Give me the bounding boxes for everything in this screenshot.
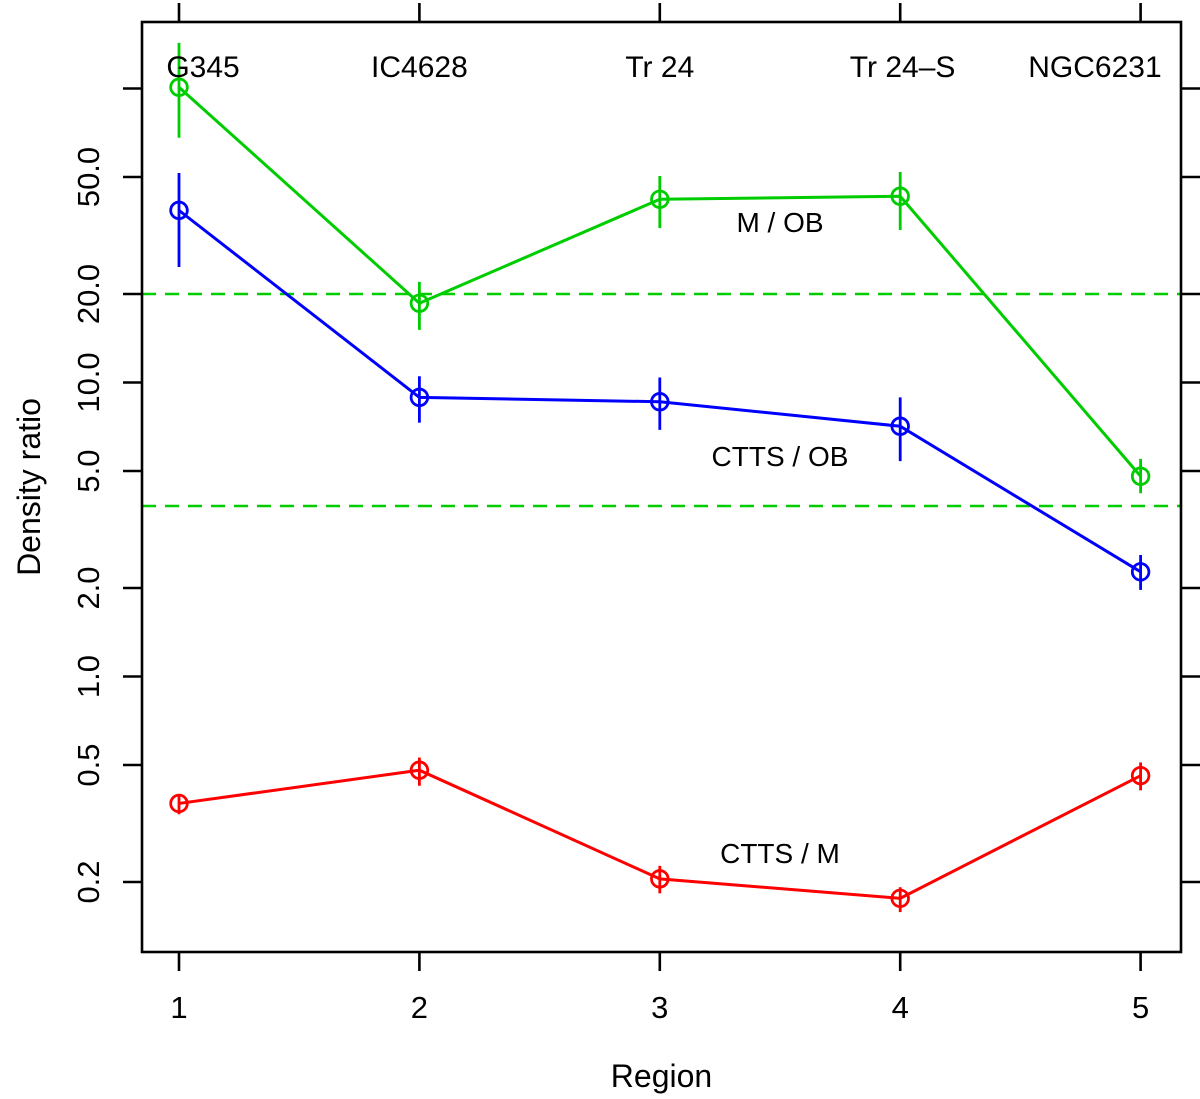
- y-tick-label: 0.5: [71, 743, 106, 786]
- data-point: [1130, 765, 1151, 786]
- region-label-3: Tr 24: [625, 51, 694, 84]
- series-label-2: CTTS / OB: [712, 441, 849, 472]
- x-axis-title: Region: [611, 1058, 712, 1094]
- y-tick-label: 5.0: [71, 449, 106, 492]
- data-point: [650, 869, 670, 889]
- data-point: [169, 793, 189, 814]
- y-tick-label: 1.0: [71, 655, 106, 698]
- y-axis-title: Density ratio: [11, 398, 47, 576]
- data-point: [650, 392, 670, 412]
- data-point: [1130, 562, 1151, 582]
- data-point: [650, 189, 670, 209]
- x-tick-label: 1: [170, 990, 187, 1025]
- data-point: [890, 888, 910, 909]
- data-point: [169, 77, 189, 97]
- data-point: [409, 387, 430, 408]
- y-tick-label: 0.2: [71, 860, 106, 903]
- data-point: [409, 760, 430, 780]
- data-point: [169, 200, 189, 221]
- x-tick-label: 2: [411, 990, 428, 1025]
- data-point: [409, 293, 430, 313]
- region-label-2: IC4628: [371, 51, 468, 84]
- x-tick-label: 4: [892, 990, 909, 1025]
- series-label-3: CTTS / M: [720, 838, 840, 869]
- y-tick-label: 20.0: [71, 264, 106, 324]
- data-point: [890, 186, 910, 206]
- y-tick-label: 10.0: [71, 352, 106, 412]
- region-label-4: Tr 24–S: [850, 51, 956, 84]
- data-point: [1130, 466, 1151, 486]
- y-tick-label: 2.0: [71, 566, 106, 609]
- x-tick-label: 3: [651, 990, 668, 1025]
- x-tick-label: 5: [1132, 990, 1149, 1025]
- y-tick-label: 50.0: [71, 147, 106, 207]
- region-label-1: G345: [166, 51, 239, 84]
- data-point: [890, 416, 910, 436]
- region-label-5: NGC6231: [1028, 51, 1161, 84]
- series-label-1: M / OB: [736, 207, 823, 238]
- plot-box: [140, 20, 1183, 954]
